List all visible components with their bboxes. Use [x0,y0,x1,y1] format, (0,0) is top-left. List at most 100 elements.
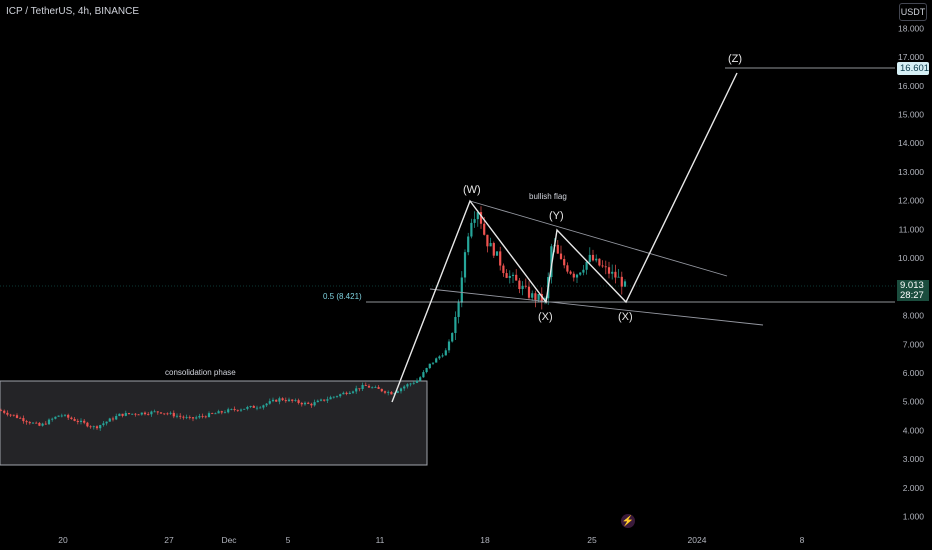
candle-body [537,294,540,300]
candle-body [611,271,614,274]
candle-body [457,302,460,317]
candle-body [0,410,3,412]
candle-body [44,423,47,425]
candle-body [131,413,134,415]
candle-body [249,405,252,407]
candle-body [441,355,444,357]
candle-body [169,412,172,414]
candle-body [223,412,227,414]
candle-body [275,399,278,402]
x-tick-label: 27 [164,535,174,545]
candle-body [582,269,585,273]
candle-body [150,411,153,415]
candle-body [124,413,127,416]
candle-body [319,399,323,401]
candle-body [447,341,451,351]
candle-body [137,414,140,416]
wave-path[interactable] [391,72,738,403]
candle-body [172,412,175,417]
candle-body [431,362,435,364]
consolidation-label: consolidation phase [165,368,236,377]
candle-body [12,414,15,416]
candle-body [233,408,236,410]
consolidation-box[interactable] [0,380,428,466]
x-tick-label: 8 [800,535,805,545]
candle-body [300,402,303,405]
wave-label-x2: (X) [618,311,633,323]
candle-body [166,413,169,415]
candle-body [76,420,79,422]
candle-body [47,419,51,425]
y-tick-label: 10.000 [898,253,924,263]
candle-body [268,401,271,404]
candle-body [371,387,374,389]
candle-body [207,413,211,418]
candle-body [435,358,438,363]
candle-body [399,388,403,392]
candle-body [489,243,492,247]
wave-label-z: (Z) [728,53,742,65]
candle-body [569,271,572,274]
y-tick-label: 18.000 [898,23,924,33]
candle-body [195,417,198,419]
candle-body [425,368,428,373]
candle-body [31,422,35,424]
y-tick-label: 4.000 [903,425,925,435]
candle-body [303,402,307,405]
candle-body [262,405,265,408]
candle-body [217,411,220,414]
candle-body [191,417,195,419]
candle-body [595,258,598,261]
wave-label-w: (W) [463,184,481,196]
candle-body [220,411,223,413]
y-axis[interactable]: 1.000 2.000 3.000 4.000 5.000 6.000 7.000 8.000… [898,23,924,521]
candle-body [105,421,108,424]
y-tick-label: 3.000 [903,454,925,464]
candle-body [159,412,163,414]
candle-body [284,400,287,402]
y-tick-label: 7.000 [903,339,925,349]
fib-label: 0.5 (8.421) [323,292,362,301]
chart-title: ICP / TetherUS, 4h, BINANCE [6,6,140,17]
candle-body [6,412,9,415]
candle-body [495,251,499,256]
y-tick-label: 14.000 [898,138,924,148]
candle-body [521,285,524,290]
candle-body [351,391,355,393]
candle-body [41,423,44,426]
candle-body [451,333,454,342]
candle-body [134,413,137,415]
flag-upper-line[interactable] [469,200,728,277]
candle-body [310,403,313,406]
candle-body [67,414,70,418]
flag-lower-line[interactable] [429,288,764,326]
y-tick-label: 16.000 [898,81,924,91]
candle-body [230,408,233,410]
candle-body [332,396,335,398]
candle-body [406,384,409,387]
candle-body [307,402,310,404]
candle-body [591,254,595,261]
candle-body [364,385,367,386]
candles [0,206,627,431]
x-axis[interactable]: 20 27 Dec 5 11 18 25 2024 8 [58,535,804,545]
currency-button[interactable]: USDT [899,3,927,21]
candle-body [179,415,182,417]
x-tick-label: Dec [221,535,237,545]
candle-body [377,387,380,389]
candle-body [515,274,518,281]
candle-body [38,422,41,426]
candle-body [63,414,67,416]
candle-body [412,382,415,384]
candle-body [348,392,351,394]
candle-body [153,411,156,413]
candle-body [211,413,214,414]
candle-body [486,234,489,247]
tradingview-logo-icon[interactable]: ⚡ [621,514,635,528]
candle-body [518,280,521,290]
y-tick-label: 15.000 [898,110,924,120]
candle-body [463,252,467,278]
candle-body [601,265,604,267]
candle-body [214,413,217,415]
